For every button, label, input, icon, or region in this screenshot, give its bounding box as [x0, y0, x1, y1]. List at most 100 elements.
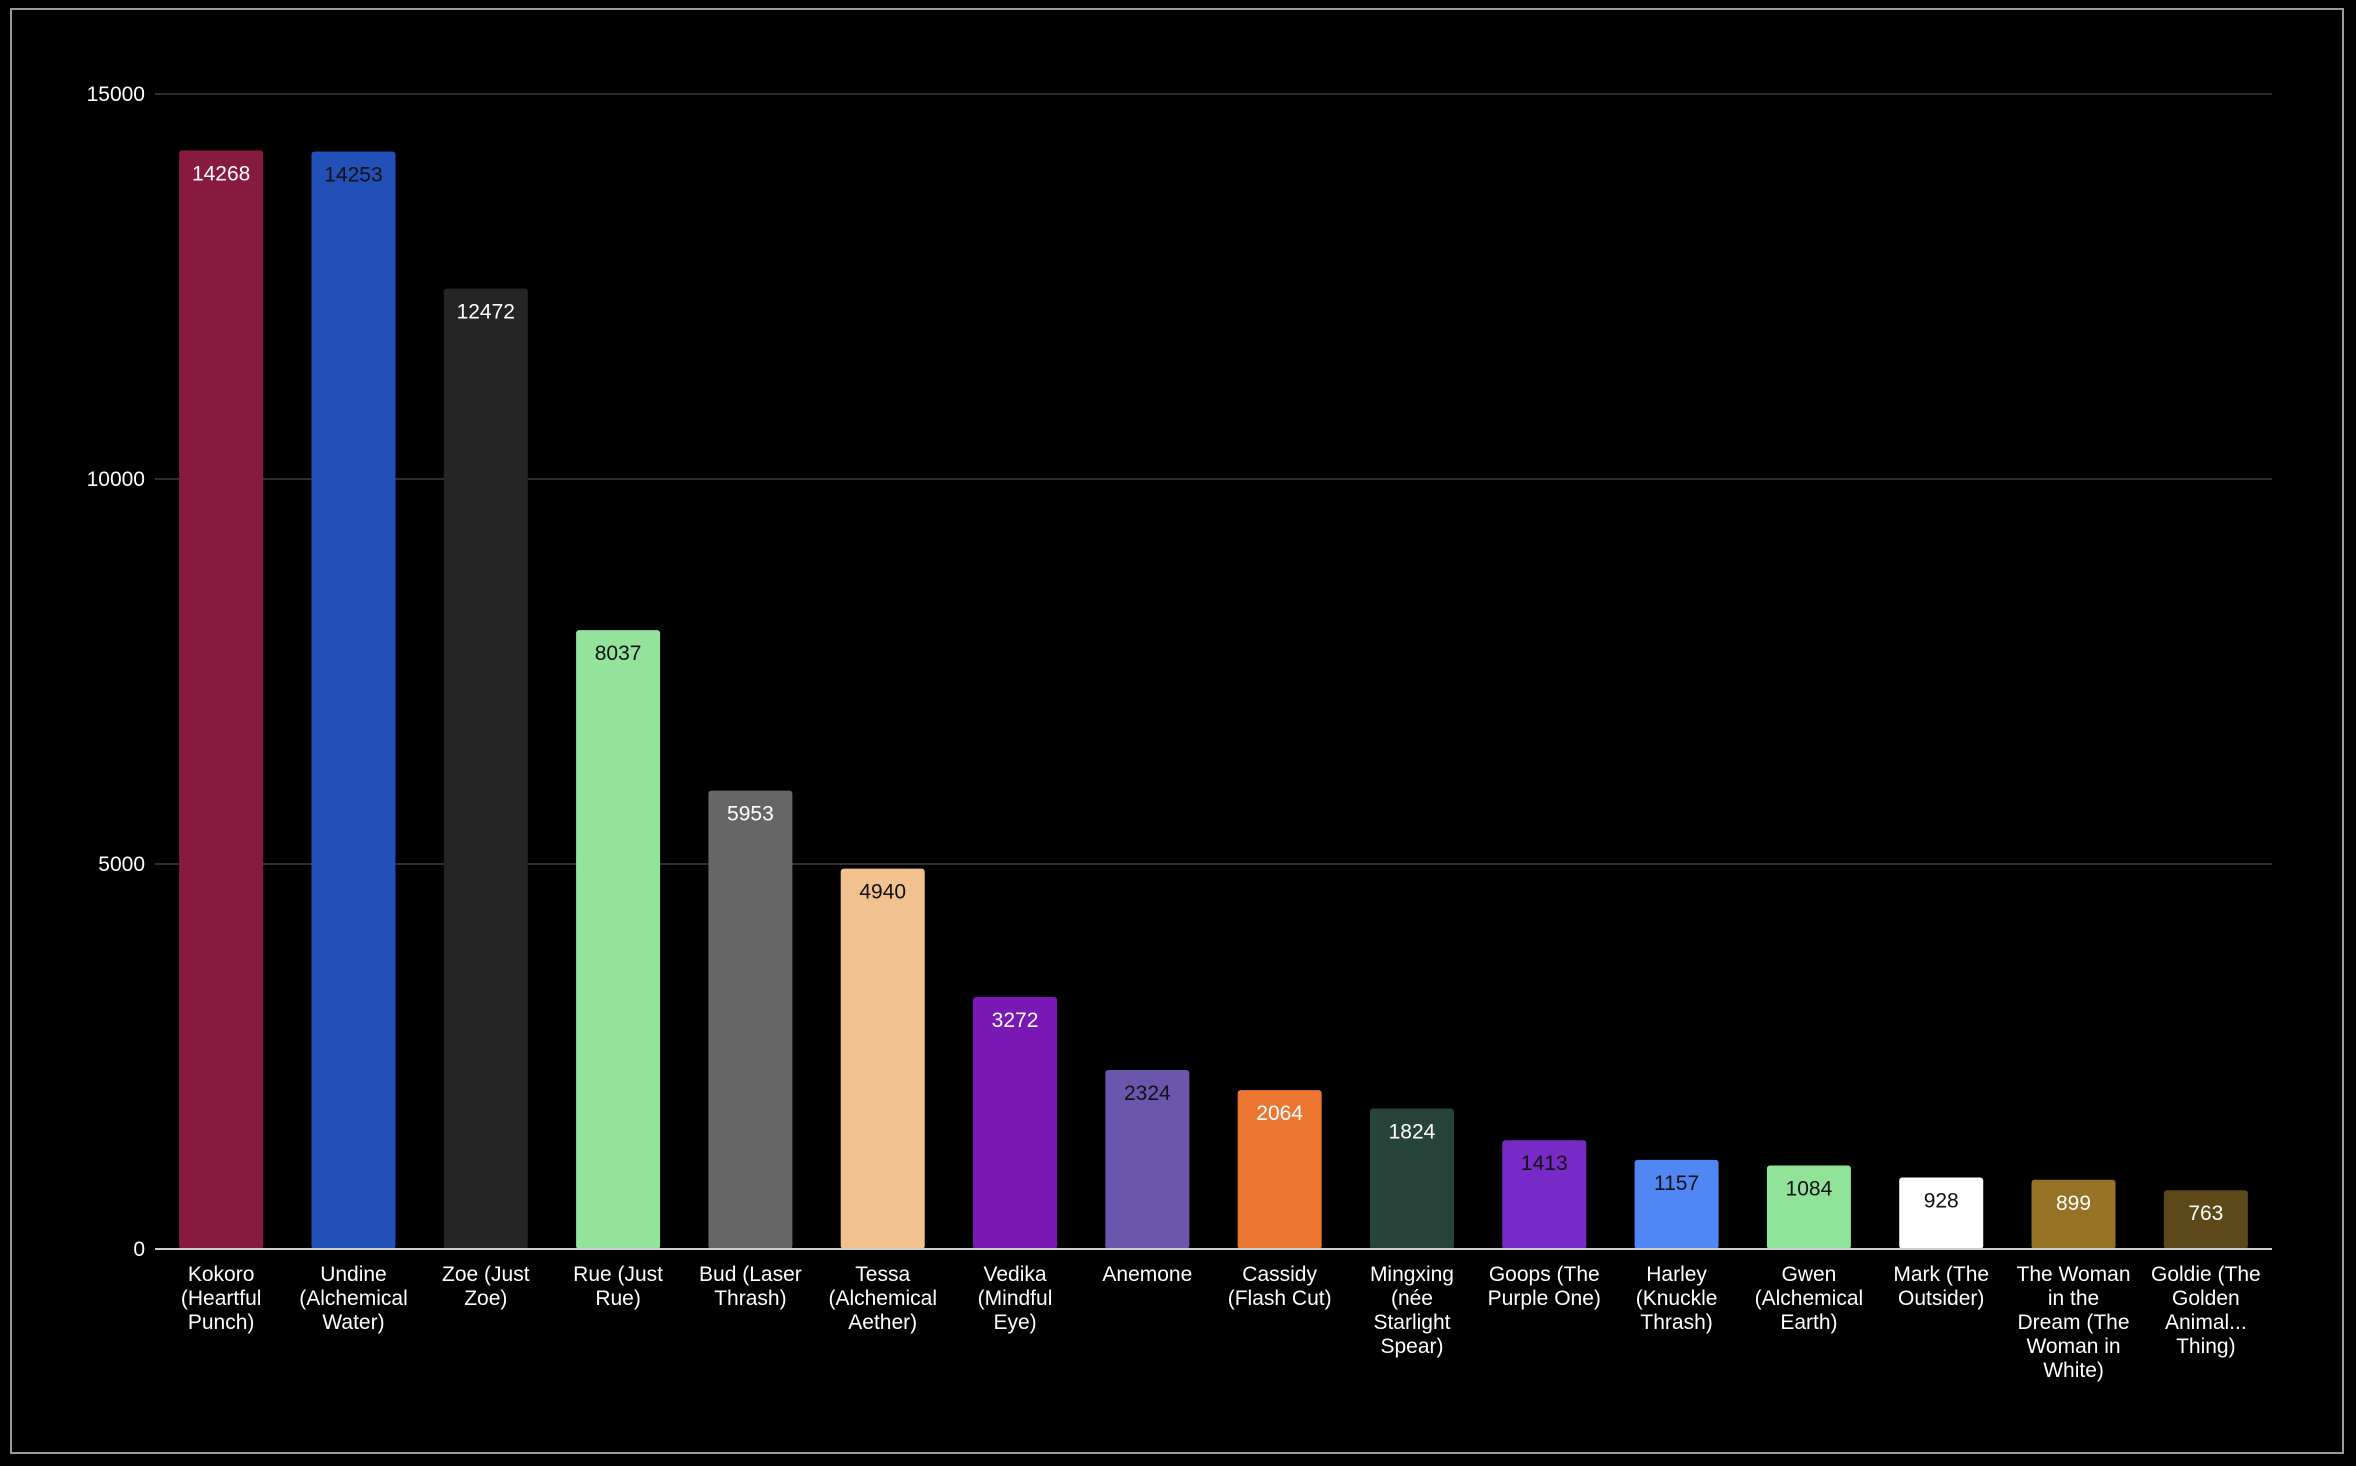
bar — [443, 288, 528, 1249]
data-label: 899 — [2056, 1192, 2091, 1215]
data-label: 5953 — [727, 803, 774, 826]
data-label: 1157 — [1654, 1172, 1699, 1195]
x-tick-label-line: Thrash) — [714, 1287, 786, 1310]
bar — [708, 790, 793, 1249]
x-tick-label-line: Anemone — [1102, 1263, 1192, 1286]
x-tick-label-line: Gwen — [1781, 1263, 1836, 1286]
y-axis: 0 5000 10000 15000 — [87, 83, 145, 1261]
bar — [1899, 1177, 1984, 1249]
x-tick-label-line: (Alchemical — [299, 1287, 408, 1310]
x-tick-label-line: Bud (Laser — [699, 1263, 802, 1286]
x-tick-label-line: Starlight — [1373, 1311, 1450, 1334]
x-tick-label-line: Animal... — [2165, 1311, 2247, 1334]
y-tick-label: 10000 — [87, 468, 145, 491]
x-tick-label-line: Outsider) — [1898, 1287, 1984, 1310]
data-label: 12472 — [457, 301, 515, 324]
data-label: 928 — [1924, 1190, 1959, 1213]
y-tick-label: 0 — [133, 1238, 145, 1261]
x-tick-label-line: Spear) — [1380, 1335, 1443, 1358]
x-tick-label-line: Aether) — [848, 1311, 917, 1334]
x-tick-label-line: Zoe) — [464, 1287, 507, 1310]
x-tick-label-line: Vedika — [984, 1263, 1047, 1286]
data-label: 3272 — [992, 1009, 1039, 1032]
x-tick-label-line: Thing) — [2176, 1335, 2236, 1358]
x-tick-label-line: Tessa — [855, 1263, 910, 1286]
x-tick-label: Mark (The Outsider) — [1893, 1263, 1989, 1310]
bar — [1634, 1159, 1719, 1249]
bar — [2163, 1190, 2248, 1249]
x-tick-label: Kokoro (Heartful Punch) — [181, 1263, 262, 1334]
x-tick-label-line: (Mindful — [978, 1287, 1053, 1310]
x-tick-label-line: The Woman — [2017, 1263, 2131, 1286]
data-label: 1824 — [1389, 1121, 1436, 1144]
x-axis: Kokoro (Heartful Punch)Undine (Alchemical Wa… — [155, 1248, 2272, 1382]
bar — [576, 630, 661, 1249]
x-tick-label-line: in the — [2048, 1287, 2099, 1310]
bar — [1237, 1090, 1322, 1249]
x-tick-label: Vedika (Mindful Eye) — [978, 1263, 1053, 1334]
bar — [1105, 1070, 1190, 1249]
x-tick-label: The Woman in the Dream (The Woman in White) — [2017, 1263, 2131, 1382]
x-tick-label-line: Eye) — [993, 1311, 1036, 1334]
x-tick-label: Zoe (Just Zoe) — [442, 1263, 530, 1310]
x-tick-label-line: (Knuckle — [1636, 1287, 1718, 1310]
data-label: 2064 — [1256, 1102, 1303, 1125]
bar — [1766, 1165, 1851, 1249]
data-label: 14268 — [192, 162, 250, 185]
x-tick-label-line: Goldie (The — [2151, 1263, 2261, 1286]
x-tick-label-line: Rue) — [595, 1287, 641, 1310]
x-tick-label: Undine (Alchemical Water) — [299, 1263, 408, 1334]
x-tick-label-line: Purple One) — [1488, 1287, 1601, 1310]
x-tick-label-line: Harley — [1646, 1263, 1707, 1286]
data-label: 2324 — [1124, 1082, 1171, 1105]
data-label: 763 — [2188, 1202, 2223, 1225]
bar — [1502, 1140, 1587, 1249]
x-tick-label-line: (Alchemical — [1755, 1287, 1864, 1310]
data-label: 4940 — [859, 881, 906, 904]
x-tick-label-line: Mark (The — [1893, 1263, 1989, 1286]
bar — [311, 151, 396, 1249]
x-tick-label: Goops (The Purple One) — [1488, 1263, 1601, 1310]
y-tick-label: 5000 — [98, 853, 145, 876]
bar — [179, 150, 264, 1249]
x-tick-label-line: Undine — [320, 1263, 387, 1286]
x-tick-label-line: Punch) — [188, 1311, 255, 1334]
x-tick-label-line: Thrash) — [1640, 1311, 1712, 1334]
x-tick-label: Harley (Knuckle Thrash) — [1636, 1263, 1718, 1334]
bar — [973, 997, 1058, 1249]
x-tick-label: Rue (Just Rue) — [573, 1263, 663, 1310]
x-tick-label: Gwen (Alchemical Earth) — [1755, 1263, 1864, 1334]
data-label: 14253 — [324, 164, 382, 187]
x-tick-label-line: Dream (The — [2018, 1311, 2130, 1334]
x-tick-label: Bud (Laser Thrash) — [699, 1263, 802, 1310]
data-label: 8037 — [595, 642, 642, 665]
x-tick-label-line: Mingxing — [1370, 1263, 1454, 1286]
x-tick-label-line: Cassidy — [1242, 1263, 1317, 1286]
x-tick-label-line: Water) — [322, 1311, 384, 1334]
bar — [840, 868, 925, 1249]
data-label: 1084 — [1786, 1178, 1833, 1201]
x-tick-label-line: (Alchemical — [828, 1287, 937, 1310]
x-tick-label-line: (Heartful — [181, 1287, 262, 1310]
bar — [1369, 1108, 1454, 1249]
x-tick-label: Mingxing (née Starlight Spear) — [1370, 1263, 1454, 1358]
x-tick-label-line: Earth) — [1780, 1311, 1837, 1334]
x-tick-label-line: White) — [2043, 1359, 2104, 1382]
x-tick-label: Anemone — [1102, 1263, 1192, 1286]
x-tick-label-line: Rue (Just — [573, 1263, 663, 1286]
x-tick-label-line: Zoe (Just — [442, 1263, 530, 1286]
x-tick-label-line: Goops (The — [1489, 1263, 1600, 1286]
data-label: 1413 — [1521, 1152, 1568, 1175]
x-tick-label-line: Golden — [2172, 1287, 2240, 1310]
bar — [2031, 1179, 2116, 1249]
bars: 14268 14253 12472 8037 5953 4940 3272 2324 2064 1… — [179, 150, 2248, 1249]
x-tick-label: Cassidy (Flash Cut) — [1228, 1263, 1332, 1310]
x-tick-label-line: (née — [1391, 1287, 1433, 1310]
x-tick-label: Goldie (The Golden Animal... Thing) — [2151, 1263, 2261, 1358]
x-tick-label-line: Kokoro — [188, 1263, 255, 1286]
y-tick-label: 15000 — [87, 83, 145, 106]
x-tick-label: Tessa (Alchemical Aether) — [828, 1263, 937, 1334]
x-tick-label-line: (Flash Cut) — [1228, 1287, 1332, 1310]
x-tick-label-line: Woman in — [2026, 1335, 2120, 1358]
